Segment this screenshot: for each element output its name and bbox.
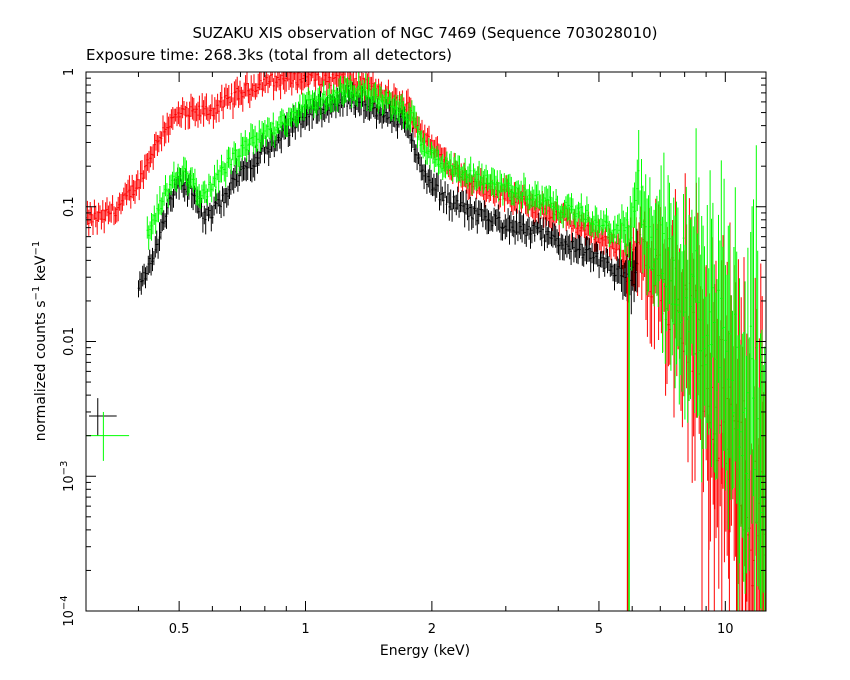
series-layer <box>86 72 766 611</box>
spectrum-series-0 <box>86 72 766 611</box>
y-tick-label: 10−4 <box>59 595 77 626</box>
y-tick-label: 10−3 <box>59 461 77 492</box>
axis-ticks: 0.5 1 2 5 10 1 0.1 0.01 10−3 10−4 <box>59 68 766 637</box>
x-tick-label: 1 <box>301 622 309 637</box>
y-tick-label: 0.01 <box>62 327 77 356</box>
x-tick-label: 10 <box>717 622 734 637</box>
spectrum-bins-2 <box>146 72 766 611</box>
chart-subtitle: Exposure time: 268.3ks (total from all d… <box>86 46 452 64</box>
spectrum-series-1 <box>137 82 638 315</box>
y-axis-label-sup1: −1 <box>31 286 42 301</box>
y-tick-label: 1 <box>62 68 77 76</box>
y-axis-label-part1: normalized counts s <box>33 300 49 441</box>
x-axis-label: Energy (keV) <box>380 643 470 659</box>
chart-title: SUZAKU XIS observation of NGC 7469 (Sequ… <box>192 24 657 42</box>
legend-error-cross-1 <box>86 411 130 461</box>
y-tick-label: 0.1 <box>62 196 77 217</box>
x-tick-label: 2 <box>428 622 436 637</box>
y-axis-label: normalized counts s−1 keV−1 <box>31 241 49 442</box>
x-tick-label: 5 <box>595 622 603 637</box>
spectrum-bins-1 <box>137 82 638 315</box>
legend-error-cross-0 <box>89 398 117 436</box>
spectrum-series-2 <box>146 72 766 611</box>
y-axis-label-sup2: −1 <box>31 241 42 256</box>
x-tick-label: 0.5 <box>169 622 190 637</box>
spectrum-bins-0 <box>86 72 766 611</box>
y-axis-label-part2: keV <box>33 255 49 286</box>
legend-error-bars <box>86 398 130 461</box>
